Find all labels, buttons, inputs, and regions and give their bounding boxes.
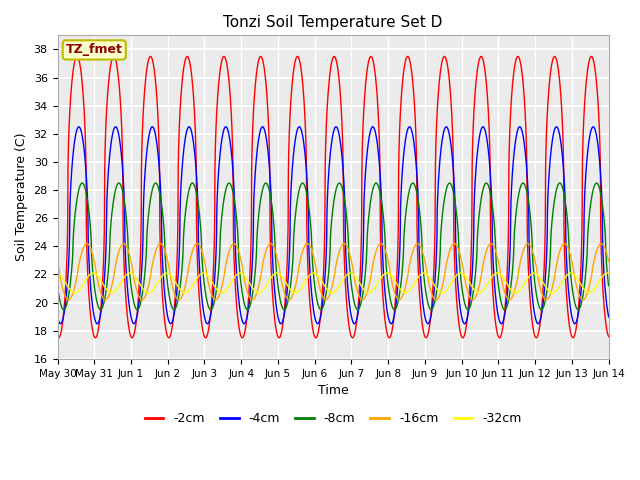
Line: -2cm: -2cm bbox=[58, 57, 609, 338]
-4cm bbox=[605, 314, 612, 320]
-4cm bbox=[264, 150, 272, 156]
-8cm bbox=[384, 283, 392, 288]
-8cm bbox=[412, 186, 420, 192]
Line: -8cm: -8cm bbox=[58, 183, 609, 310]
-32cm bbox=[255, 290, 262, 296]
-4cm bbox=[384, 314, 392, 320]
-2cm bbox=[404, 54, 412, 60]
-8cm bbox=[507, 284, 515, 290]
-16cm bbox=[154, 243, 161, 249]
-32cm bbox=[465, 278, 473, 284]
-4cm bbox=[54, 314, 61, 320]
-16cm bbox=[65, 297, 72, 303]
-8cm bbox=[54, 283, 61, 288]
-2cm bbox=[55, 335, 63, 341]
-2cm bbox=[605, 334, 612, 339]
-4cm bbox=[241, 321, 248, 326]
-8cm bbox=[465, 306, 473, 312]
X-axis label: Time: Time bbox=[317, 384, 348, 397]
Line: -16cm: -16cm bbox=[58, 243, 609, 300]
-16cm bbox=[384, 258, 392, 264]
-32cm bbox=[54, 270, 61, 276]
-2cm bbox=[154, 109, 161, 115]
Text: TZ_fmet: TZ_fmet bbox=[66, 43, 123, 57]
-16cm bbox=[507, 296, 515, 302]
Legend: -2cm, -4cm, -8cm, -16cm, -32cm: -2cm, -4cm, -8cm, -16cm, -32cm bbox=[140, 407, 527, 430]
-32cm bbox=[412, 278, 420, 284]
-2cm bbox=[507, 106, 515, 111]
-16cm bbox=[412, 241, 420, 247]
-16cm bbox=[413, 240, 421, 246]
Line: -32cm: -32cm bbox=[58, 273, 609, 293]
-4cm bbox=[154, 147, 161, 153]
-16cm bbox=[465, 292, 473, 298]
-32cm bbox=[264, 279, 272, 285]
-8cm bbox=[264, 183, 272, 189]
-4cm bbox=[589, 124, 597, 130]
Line: -4cm: -4cm bbox=[58, 127, 609, 324]
-32cm bbox=[384, 270, 392, 276]
-8cm bbox=[593, 180, 600, 186]
-32cm bbox=[604, 270, 611, 276]
-4cm bbox=[465, 306, 473, 312]
-2cm bbox=[465, 297, 473, 302]
-8cm bbox=[154, 182, 161, 188]
-2cm bbox=[54, 334, 61, 339]
-16cm bbox=[605, 258, 612, 264]
-2cm bbox=[264, 114, 272, 120]
-32cm bbox=[507, 287, 515, 292]
Title: Tonzi Soil Temperature Set D: Tonzi Soil Temperature Set D bbox=[223, 15, 443, 30]
Y-axis label: Soil Temperature (C): Soil Temperature (C) bbox=[15, 133, 28, 262]
-32cm bbox=[154, 280, 161, 286]
-2cm bbox=[384, 334, 392, 339]
-8cm bbox=[244, 307, 252, 312]
-16cm bbox=[264, 243, 272, 249]
-4cm bbox=[507, 207, 515, 213]
-8cm bbox=[605, 283, 612, 288]
-2cm bbox=[412, 140, 420, 146]
-32cm bbox=[605, 270, 612, 276]
-4cm bbox=[412, 160, 420, 166]
-16cm bbox=[54, 258, 61, 264]
